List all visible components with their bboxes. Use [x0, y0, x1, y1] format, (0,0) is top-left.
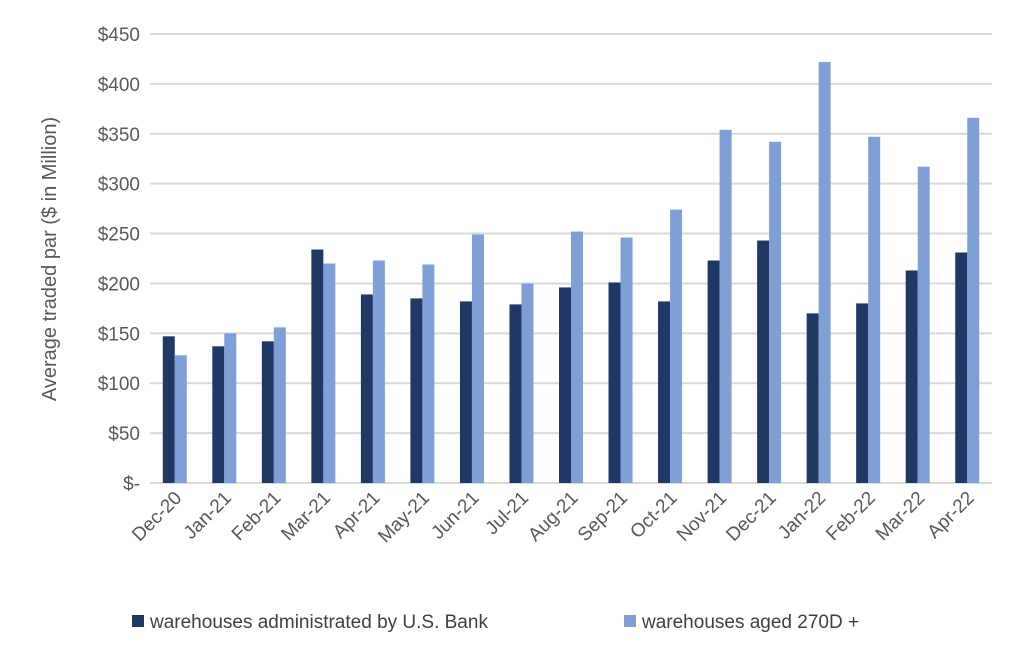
- x-tick-label: Mar-21: [277, 488, 334, 545]
- bar-1-Jan-22: [806, 313, 819, 483]
- bar-2-Aug-21: [571, 231, 583, 483]
- x-tick-label: Oct-21: [626, 488, 681, 543]
- x-tick-label: Jun-21: [428, 488, 484, 544]
- x-tick-label: Jan-21: [180, 488, 236, 544]
- bar-2-Dec-21: [769, 141, 782, 483]
- bar-1-Apr-22: [955, 252, 968, 483]
- bar-1-Dec-20: [162, 336, 175, 483]
- x-tick-label: Jan-22: [774, 488, 830, 544]
- x-tick-label: Aug-21: [524, 488, 582, 546]
- x-tick-label: Apr-22: [924, 488, 979, 543]
- y-tick-label: $300: [98, 175, 140, 196]
- x-tick-label: Dec-20: [128, 488, 186, 546]
- x-tick-label: Nov-21: [673, 488, 731, 546]
- bar-2-Nov-21: [719, 129, 732, 483]
- bar-2-Feb-21: [273, 327, 286, 483]
- legend-label-series-2: warehouses aged 270D +: [641, 612, 859, 633]
- x-tick-label: Sep-21: [574, 488, 632, 546]
- bar-1-Jan-21: [212, 346, 225, 483]
- bar-1-Jun-21: [459, 301, 472, 483]
- bar-2-Sep-21: [620, 237, 633, 483]
- x-tick-label: Feb-22: [822, 488, 879, 545]
- y-tick-label: $450: [98, 25, 140, 46]
- y-tick-label: $400: [98, 75, 140, 96]
- bar-1-Mar-22: [905, 270, 918, 483]
- bar-2-Jan-22: [818, 61, 831, 484]
- y-tick-label: $350: [98, 125, 140, 146]
- legend: warehouses administrated by U.S. Bank wa…: [132, 612, 859, 633]
- x-tick-label: Dec-21: [722, 488, 780, 546]
- legend-swatch-series-2: [624, 615, 636, 627]
- bar-2-Apr-22: [967, 117, 980, 484]
- bar-1-Aug-21: [559, 287, 571, 483]
- bar-2-Mar-21: [323, 263, 336, 483]
- bar-1-Feb-21: [261, 341, 274, 483]
- bar-2-Feb-22: [868, 136, 881, 483]
- x-tick-label: Mar-22: [872, 488, 929, 545]
- x-tick-label: May-21: [374, 488, 434, 548]
- y-tick-label: $150: [98, 324, 140, 345]
- bar-1-Oct-21: [658, 301, 671, 483]
- bar-2-Mar-22: [917, 166, 930, 483]
- y-tick-label: $-: [123, 474, 140, 495]
- bar-2-Jan-21: [224, 333, 237, 483]
- bar-1-Apr-21: [360, 294, 373, 483]
- bar-1-Dec-21: [757, 240, 770, 483]
- y-tick-label: $100: [98, 374, 140, 395]
- bar-2-Oct-21: [670, 209, 683, 483]
- bar-2-Apr-21: [372, 260, 385, 483]
- y-tick-label: $50: [108, 424, 140, 445]
- bar-2-Dec-20: [174, 355, 187, 483]
- bar-2-May-21: [422, 264, 435, 483]
- legend-swatch-series-1: [132, 615, 144, 627]
- bar-2-Jul-21: [521, 283, 534, 483]
- bar-1-Feb-22: [856, 303, 869, 483]
- y-axis-label: Average traded par ($ in Million): [39, 117, 61, 401]
- x-tick-label: Feb-21: [228, 488, 285, 545]
- y-tick-label: $250: [98, 225, 140, 246]
- bar-2-Jun-21: [471, 234, 484, 483]
- bar-1-May-21: [410, 298, 423, 483]
- bar-1-Mar-21: [311, 249, 324, 483]
- bar-1-Sep-21: [608, 282, 621, 483]
- y-tick-label: $200: [98, 274, 140, 295]
- legend-label-series-1: warehouses administrated by U.S. Bank: [149, 612, 488, 633]
- bar-1-Nov-21: [707, 260, 720, 483]
- bar-1-Jul-21: [509, 304, 522, 483]
